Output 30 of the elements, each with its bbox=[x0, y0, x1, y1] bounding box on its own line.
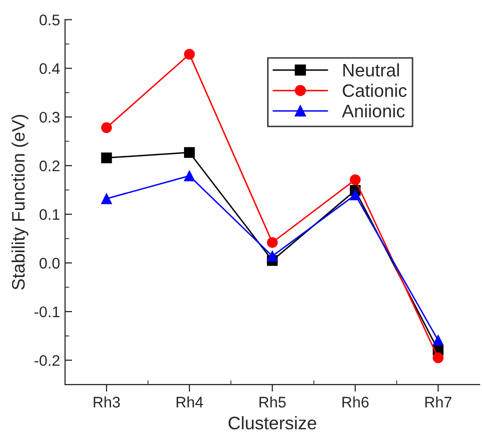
point bbox=[184, 170, 195, 182]
x-tick-label: Rh3 bbox=[94, 396, 120, 408]
point bbox=[184, 48, 195, 60]
point bbox=[184, 147, 195, 158]
x-tick-label: Rh6 bbox=[342, 396, 369, 408]
point bbox=[432, 334, 444, 346]
y-tick-label: 0.3 bbox=[40, 112, 60, 123]
point bbox=[350, 189, 361, 200]
y-tick-label: 0.2 bbox=[40, 160, 60, 172]
point bbox=[350, 174, 361, 186]
x-axis-title: Clustersize bbox=[228, 416, 316, 430]
point bbox=[101, 152, 112, 164]
y-tick-label: 0.4 bbox=[40, 63, 60, 74]
y-tick-label: 0.0 bbox=[40, 258, 60, 269]
x-tick-label: Rh5 bbox=[260, 396, 286, 408]
x-tick-label: Rh4 bbox=[176, 396, 203, 408]
y-tick-label: -0.1 bbox=[34, 306, 60, 318]
y-tick-label: 0.1 bbox=[40, 209, 60, 220]
point bbox=[101, 193, 112, 204]
point bbox=[266, 237, 278, 248]
legend-label: Cationic bbox=[342, 84, 407, 98]
point bbox=[432, 352, 444, 364]
legend-label: Aniionic bbox=[342, 104, 405, 118]
point bbox=[101, 122, 112, 134]
y-tick-label: 0.5 bbox=[40, 14, 60, 26]
y-axis-title: Stability Function (eV) bbox=[12, 114, 28, 290]
y-tick-label: -0.2 bbox=[34, 355, 60, 366]
point bbox=[266, 250, 278, 262]
legend-label: Neutral bbox=[343, 63, 399, 77]
x-tick-label: Rh7 bbox=[425, 396, 452, 408]
